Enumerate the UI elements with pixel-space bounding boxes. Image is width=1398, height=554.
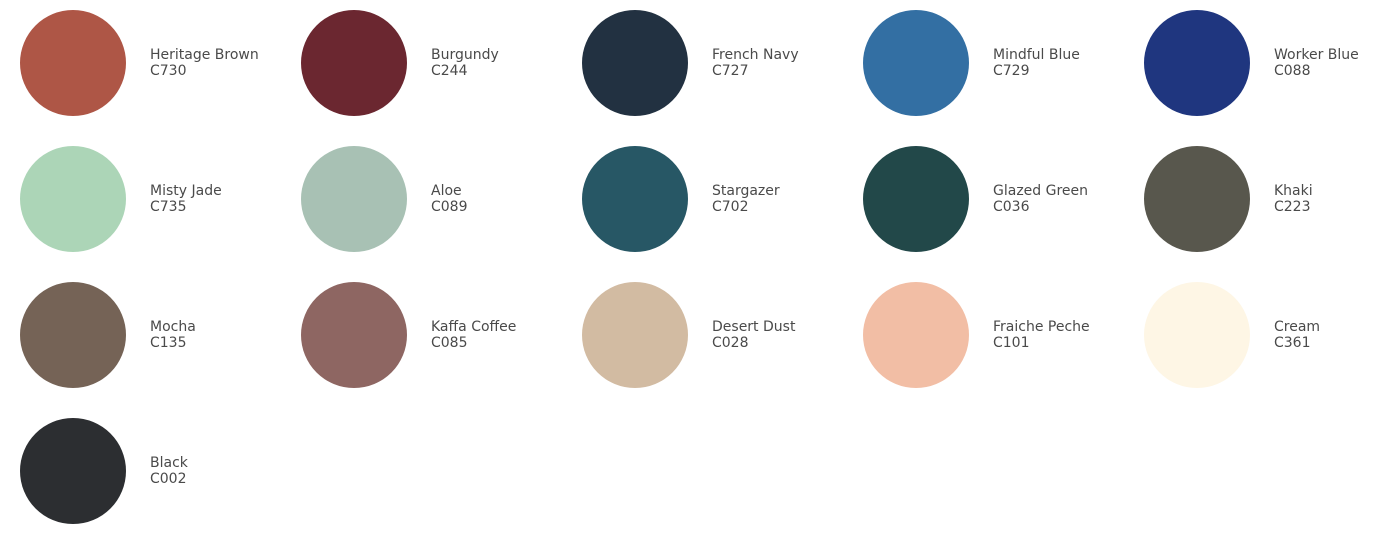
swatch-labels: Khaki C223 xyxy=(1274,183,1313,215)
swatch-mocha[interactable]: Mocha C135 xyxy=(20,282,301,388)
swatch-mindful-blue[interactable]: Mindful Blue C729 xyxy=(863,10,1144,116)
swatch-code: C088 xyxy=(1274,63,1311,79)
color-circle xyxy=(20,418,126,524)
swatch-name: Burgundy xyxy=(431,47,499,63)
swatch-name: Mocha xyxy=(150,319,196,335)
swatch-desert-dust[interactable]: Desert Dust C028 xyxy=(582,282,863,388)
swatch-labels: Heritage Brown C730 xyxy=(150,47,259,79)
swatch-name: Misty Jade xyxy=(150,183,222,199)
swatch-code: C361 xyxy=(1274,335,1311,351)
color-circle xyxy=(1144,10,1250,116)
swatch-name: Glazed Green xyxy=(993,183,1089,199)
color-circle xyxy=(863,10,969,116)
color-swatch-grid: Heritage Brown C730 Burgundy C244 French… xyxy=(20,10,1398,554)
swatch-name: Mindful Blue xyxy=(993,47,1080,63)
color-circle xyxy=(582,282,688,388)
swatch-labels: Mindful Blue C729 xyxy=(993,47,1080,79)
swatch-code: C702 xyxy=(712,199,749,215)
swatch-misty-jade[interactable]: Misty Jade C735 xyxy=(20,146,301,252)
swatch-labels: Worker Blue C088 xyxy=(1274,47,1359,79)
swatch-labels: French Navy C727 xyxy=(712,47,799,79)
swatch-cream[interactable]: Cream C361 xyxy=(1144,282,1398,388)
swatch-black[interactable]: Black C002 xyxy=(20,418,301,524)
swatch-name: Fraiche Peche xyxy=(993,319,1090,335)
color-circle xyxy=(863,146,969,252)
swatch-aloe[interactable]: Aloe C089 xyxy=(301,146,582,252)
swatch-code: C101 xyxy=(993,335,1030,351)
swatch-code: C735 xyxy=(150,199,187,215)
swatch-worker-blue[interactable]: Worker Blue C088 xyxy=(1144,10,1398,116)
swatch-labels: Mocha C135 xyxy=(150,319,196,351)
swatch-kaffa-coffee[interactable]: Kaffa Coffee C085 xyxy=(301,282,582,388)
swatch-labels: Aloe C089 xyxy=(431,183,468,215)
swatch-name: Cream xyxy=(1274,319,1321,335)
swatch-heritage-brown[interactable]: Heritage Brown C730 xyxy=(20,10,301,116)
swatch-labels: Stargazer C702 xyxy=(712,183,780,215)
swatch-code: C028 xyxy=(712,335,749,351)
color-circle xyxy=(582,10,688,116)
swatch-code: C244 xyxy=(431,63,468,79)
swatch-name: Aloe xyxy=(431,183,462,199)
swatch-labels: Black C002 xyxy=(150,455,188,487)
color-circle xyxy=(301,10,407,116)
color-circle xyxy=(301,282,407,388)
swatch-glazed-green[interactable]: Glazed Green C036 xyxy=(863,146,1144,252)
swatch-labels: Desert Dust C028 xyxy=(712,319,795,351)
swatch-labels: Burgundy C244 xyxy=(431,47,499,79)
color-circle xyxy=(863,282,969,388)
color-circle xyxy=(20,10,126,116)
swatch-name: Black xyxy=(150,455,188,471)
color-circle xyxy=(20,146,126,252)
swatch-code: C089 xyxy=(431,199,468,215)
swatch-fraiche-peche[interactable]: Fraiche Peche C101 xyxy=(863,282,1144,388)
swatch-code: C085 xyxy=(431,335,468,351)
swatch-code: C223 xyxy=(1274,199,1311,215)
color-circle xyxy=(1144,146,1250,252)
swatch-name: Stargazer xyxy=(712,183,780,199)
swatch-name: Heritage Brown xyxy=(150,47,259,63)
swatch-name: French Navy xyxy=(712,47,799,63)
swatch-khaki[interactable]: Khaki C223 xyxy=(1144,146,1398,252)
swatch-code: C729 xyxy=(993,63,1030,79)
swatch-name: Desert Dust xyxy=(712,319,796,335)
color-circle xyxy=(20,282,126,388)
swatch-code: C730 xyxy=(150,63,187,79)
swatch-code: C135 xyxy=(150,335,187,351)
swatch-labels: Misty Jade C735 xyxy=(150,183,222,215)
color-circle xyxy=(1144,282,1250,388)
color-circle xyxy=(582,146,688,252)
swatch-name: Kaffa Coffee xyxy=(431,319,517,335)
swatch-code: C036 xyxy=(993,199,1030,215)
swatch-name: Khaki xyxy=(1274,183,1313,199)
swatch-labels: Kaffa Coffee C085 xyxy=(431,319,516,351)
swatch-labels: Cream C361 xyxy=(1274,319,1320,351)
color-circle xyxy=(301,146,407,252)
swatch-labels: Glazed Green C036 xyxy=(993,183,1088,215)
swatch-burgundy[interactable]: Burgundy C244 xyxy=(301,10,582,116)
swatch-labels: Fraiche Peche C101 xyxy=(993,319,1090,351)
swatch-name: Worker Blue xyxy=(1274,47,1359,63)
swatch-code: C727 xyxy=(712,63,749,79)
swatch-stargazer[interactable]: Stargazer C702 xyxy=(582,146,863,252)
swatch-french-navy[interactable]: French Navy C727 xyxy=(582,10,863,116)
swatch-code: C002 xyxy=(150,471,187,487)
